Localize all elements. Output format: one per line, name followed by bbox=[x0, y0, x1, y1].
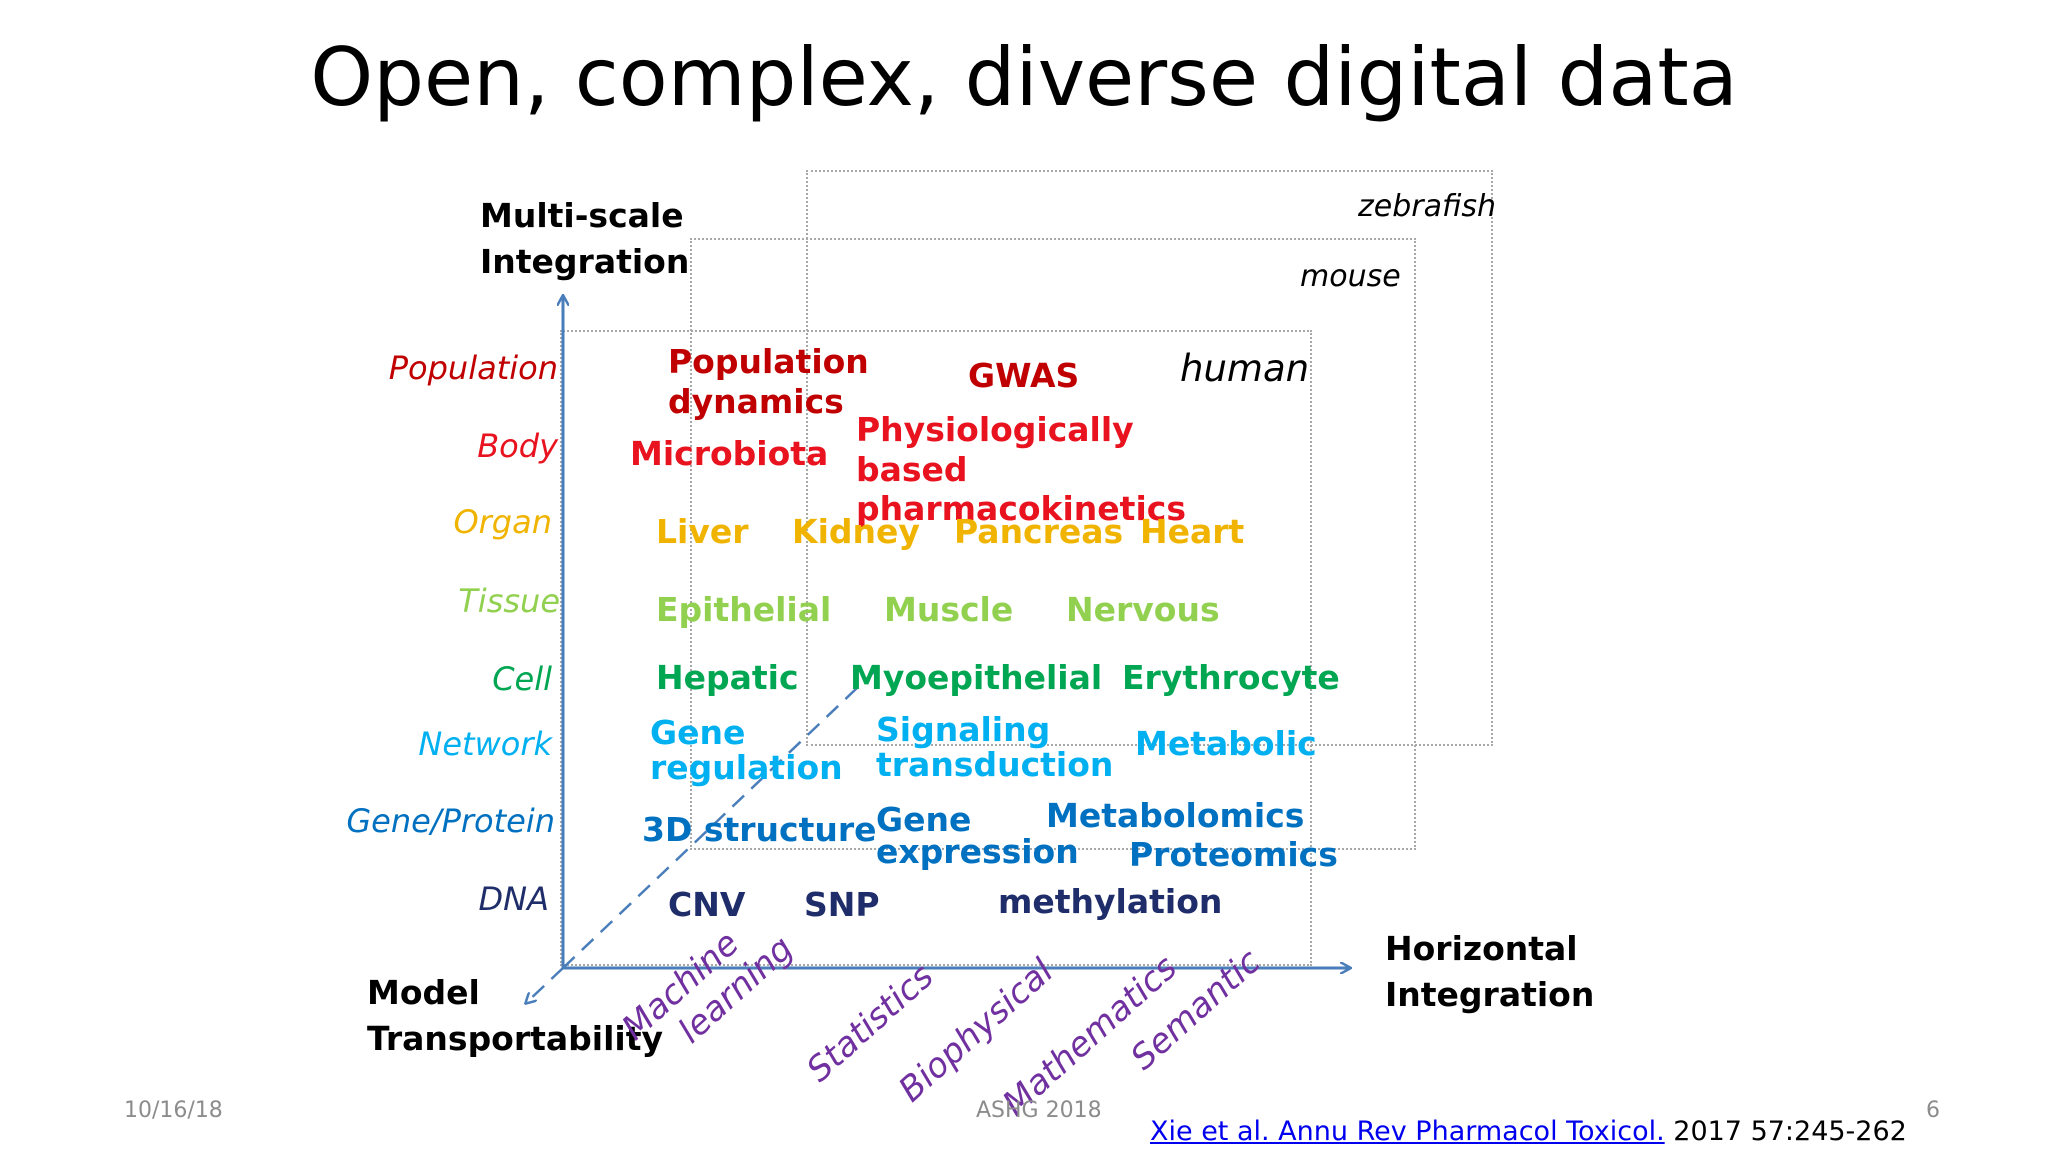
item-metabolic: Metabolic bbox=[1135, 724, 1317, 763]
item-erythrocyte: Erythrocyte bbox=[1122, 658, 1340, 697]
item-metabolomics: Metabolomics bbox=[1046, 796, 1305, 835]
item-gwas: GWAS bbox=[968, 356, 1080, 395]
diagonal-axis-back bbox=[526, 967, 564, 1003]
item-muscle: Muscle bbox=[884, 590, 1014, 629]
item-heart: Heart bbox=[1140, 512, 1245, 551]
species-label-human: human bbox=[1180, 347, 1310, 390]
item-microbiota: Microbiota bbox=[630, 434, 829, 473]
item-cnv: CNV bbox=[668, 885, 746, 924]
item-nervous: Nervous bbox=[1066, 590, 1220, 629]
item-liver: Liver bbox=[656, 512, 749, 551]
scale-label-body: Body bbox=[477, 427, 558, 465]
scale-label-tissue: Tissue bbox=[458, 582, 560, 620]
vertical-axis-label: Multi-scale Integration bbox=[480, 196, 690, 281]
item-3d-structure: 3D structure bbox=[642, 810, 877, 849]
scale-label-cell: Cell bbox=[492, 660, 552, 698]
item-epithelial: Epithelial bbox=[656, 590, 832, 629]
scale-label-organ: Organ bbox=[453, 503, 552, 541]
scale-label-network: Network bbox=[418, 725, 552, 763]
species-label-zebrafish: zebrafish bbox=[1358, 189, 1496, 224]
item-methylation: methylation bbox=[998, 882, 1223, 921]
diagonal-axis-label: Model Transportability bbox=[367, 973, 664, 1058]
footer-date: 10/16/18 bbox=[124, 1098, 223, 1123]
scale-label-gene-protein: Gene/Protein bbox=[346, 802, 555, 840]
item-pbpk: Physiologically based pharmacokinetics bbox=[856, 410, 1186, 529]
horizontal-axis-label: Horizontal Integration bbox=[1385, 929, 1595, 1014]
diagonal-axis-forward bbox=[562, 667, 879, 969]
item-population-dynamics: Population dynamics bbox=[668, 342, 869, 421]
item-pancreas: Pancreas bbox=[954, 512, 1124, 551]
citation-link[interactable]: Xie et al. Annu Rev Pharmacol Toxicol. bbox=[1150, 1116, 1665, 1147]
citation-details: 2017 57:245-262 bbox=[1664, 1116, 1907, 1147]
mouse-box bbox=[690, 238, 1416, 850]
scale-label-dna: DNA bbox=[478, 880, 549, 918]
item-myoepithelial: Myoepithelial bbox=[850, 658, 1103, 697]
human-box bbox=[560, 330, 1312, 966]
zebrafish-box bbox=[806, 170, 1493, 746]
scale-label-population: Population bbox=[388, 349, 558, 387]
item-snp: SNP bbox=[804, 885, 880, 924]
item-kidney: Kidney bbox=[792, 512, 920, 551]
footer-page-number: 6 bbox=[1926, 1098, 1940, 1123]
item-signaling-transduction: Signaling transduction bbox=[876, 710, 1114, 784]
item-gene-regulation: Gene regulation bbox=[650, 713, 843, 787]
item-hepatic: Hepatic bbox=[656, 658, 799, 697]
slide-title: Open, complex, diverse digital data bbox=[310, 31, 1738, 124]
item-gene-expression: Gene expression bbox=[876, 800, 1079, 871]
item-proteomics: Proteomics bbox=[1129, 835, 1338, 874]
footer-event: ASHG 2018 bbox=[976, 1098, 1102, 1123]
citation: Xie et al. Annu Rev Pharmacol Toxicol. 2… bbox=[1150, 1118, 1907, 1145]
species-label-mouse: mouse bbox=[1300, 259, 1401, 294]
